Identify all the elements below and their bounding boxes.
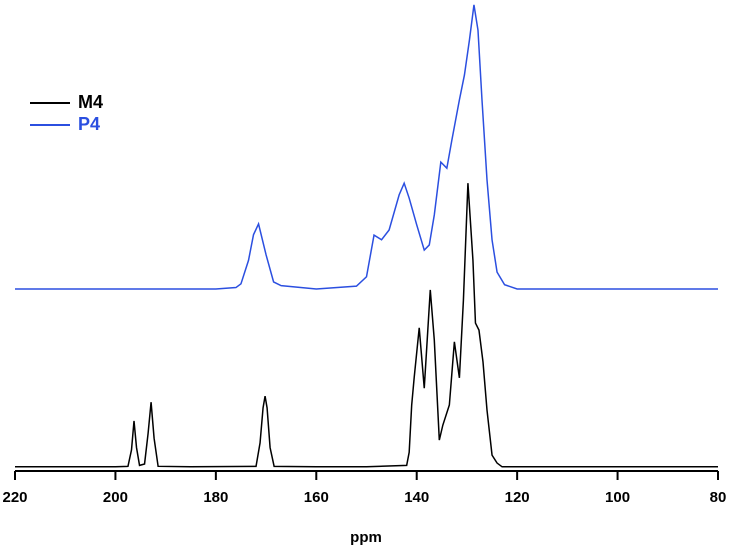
series-line xyxy=(15,4,718,290)
legend-label: M4 xyxy=(78,92,103,112)
x-tick-label: 100 xyxy=(605,489,630,506)
x-tick-label: 220 xyxy=(2,489,27,506)
x-tick-label: 140 xyxy=(404,489,429,506)
x-tick-label: 180 xyxy=(203,489,228,506)
x-tick-label: 200 xyxy=(103,489,128,506)
x-tick-label: 120 xyxy=(505,489,530,506)
series-line xyxy=(15,183,718,468)
x-axis-label: ppm xyxy=(350,529,382,546)
x-tick-label: 80 xyxy=(710,489,727,506)
x-tick-label: 160 xyxy=(304,489,329,506)
legend-label: P4 xyxy=(78,114,100,134)
